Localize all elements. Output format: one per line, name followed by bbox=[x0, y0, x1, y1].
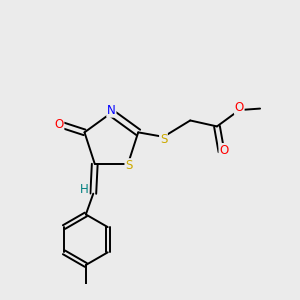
Text: S: S bbox=[125, 159, 133, 172]
Text: O: O bbox=[235, 101, 244, 114]
Text: —: — bbox=[262, 102, 270, 111]
Text: S: S bbox=[160, 133, 167, 146]
Text: N: N bbox=[107, 104, 116, 117]
Text: O: O bbox=[54, 118, 64, 130]
Text: O: O bbox=[219, 144, 228, 157]
Text: H: H bbox=[80, 183, 89, 196]
